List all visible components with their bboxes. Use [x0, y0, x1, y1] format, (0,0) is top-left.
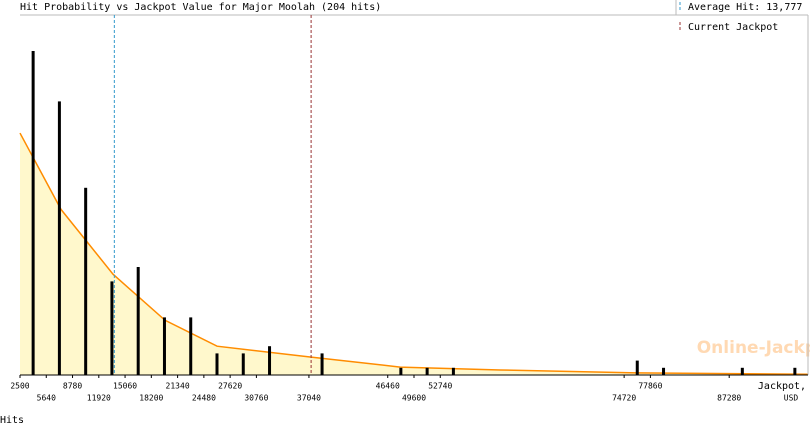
x-tick-label: 8780 — [63, 382, 82, 391]
x-axis-unit: USD — [784, 394, 799, 403]
bar — [57, 101, 61, 376]
x-axis-label: Jackpot, — [758, 381, 806, 392]
x-tick-label: 2500 — [10, 382, 29, 391]
x-tick-label: 15060 — [113, 382, 137, 391]
bar — [84, 187, 88, 375]
fit-area — [20, 133, 808, 375]
bar — [110, 281, 114, 375]
bar — [451, 367, 455, 375]
bar — [740, 367, 744, 375]
x-tick-label: 46460 — [376, 382, 400, 391]
x-tick-label: 77860 — [638, 382, 662, 391]
bar — [320, 353, 324, 375]
chart-title: Hit Probability vs Jackpot Value for Maj… — [20, 2, 381, 13]
bar — [793, 367, 797, 375]
x-tick-label: 5640 — [37, 394, 56, 403]
bar — [268, 346, 272, 375]
bar — [662, 367, 666, 375]
bar — [189, 317, 193, 375]
bar — [162, 317, 166, 375]
bar — [215, 353, 219, 375]
bar — [635, 360, 639, 375]
legend-label: Current Jackpot — [688, 22, 778, 33]
x-tick-label: 24480 — [192, 394, 216, 403]
rug-label: Hits — [0, 415, 24, 425]
bar — [425, 367, 429, 375]
bar — [399, 367, 403, 375]
x-tick-label: 21340 — [166, 382, 190, 391]
bar — [241, 353, 245, 375]
x-tick-label: 74720 — [612, 394, 636, 403]
x-tick-label: 30760 — [244, 394, 268, 403]
x-tick-label: 87280 — [717, 394, 741, 403]
x-tick-label: 52740 — [428, 382, 452, 391]
bar — [31, 51, 35, 375]
x-tick-label: 37040 — [297, 394, 321, 403]
x-tick-label: 11920 — [87, 394, 111, 403]
watermark: Online-Jackpots.biz — [697, 338, 810, 358]
bar — [136, 267, 140, 375]
x-tick-label: 49600 — [402, 394, 426, 403]
x-tick-label: 18200 — [139, 394, 163, 403]
x-tick-label: 27620 — [218, 382, 242, 391]
legend-label: Average Hit: 13,777 — [688, 2, 802, 13]
